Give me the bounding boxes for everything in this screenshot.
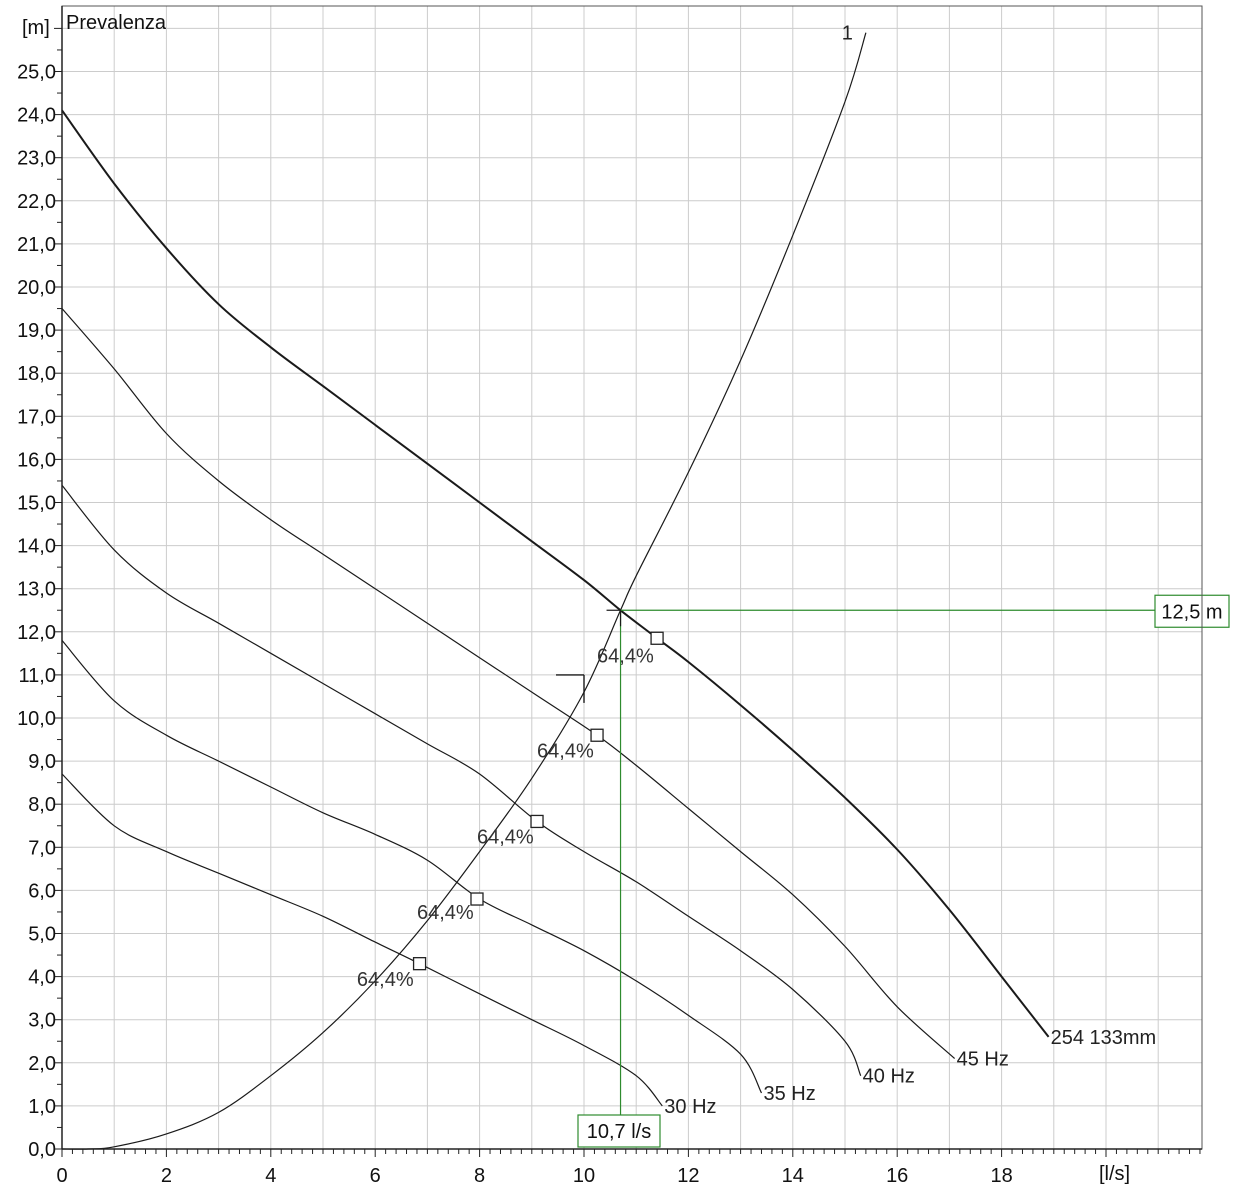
y-tick-label: 25,0 (17, 62, 56, 84)
x-tick-label: 16 (886, 1165, 908, 1187)
y-tick-label: 14,0 (17, 536, 56, 558)
series-layer (61, 32, 1050, 1150)
y-axis-title: Prevalenza (66, 12, 167, 34)
series-line-254-133mm (61, 109, 1050, 1038)
series-line-40-hz (61, 484, 862, 1076)
y-tick-label: 5,0 (28, 924, 56, 946)
series-line-35-hz (61, 640, 763, 1094)
x-tick-label: 8 (474, 1165, 485, 1187)
efficiency-label: 64,4% (537, 740, 594, 762)
y-tick-label: 16,0 (17, 449, 56, 471)
plot-background (62, 6, 1202, 1149)
operating-point-layer: 10,7 l/s 12,5 m (556, 594, 1230, 1148)
efficiency-label: 64,4% (417, 902, 474, 924)
y-tick-label: 2,0 (28, 1053, 56, 1075)
series-label-35-hz: 35 Hz (763, 1083, 815, 1105)
y-tick-label: 20,0 (17, 277, 56, 299)
efficiency-markers (412, 631, 664, 971)
y-tick-label: 24,0 (17, 105, 56, 127)
y-tick-label: 21,0 (17, 234, 56, 256)
x-axis-unit: [l/s] (1099, 1163, 1130, 1185)
series-label-254-133mm: 254 133mm (1051, 1027, 1157, 1049)
series-label-30-hz: 30 Hz (664, 1096, 716, 1118)
y-tick-label: 19,0 (17, 320, 56, 342)
x-tick-label: 4 (265, 1165, 276, 1187)
labels-layer: 64,4% 64,4% 64,4% 64,4% 64,4% 254 133mm 45 Hz 4… (357, 23, 1156, 1118)
y-axis-unit: [m] (22, 17, 50, 39)
x-tick-label: 10 (573, 1165, 595, 1187)
y-tick-label: 17,0 (17, 406, 56, 428)
y-tick-label: 15,0 (17, 493, 56, 515)
series-label-40-hz: 40 Hz (863, 1066, 915, 1088)
efficiency-marker (650, 631, 664, 645)
y-tick-label: 8,0 (28, 794, 56, 816)
efficiency-marker (412, 957, 427, 971)
y-tick-label: 13,0 (17, 579, 56, 601)
y-tick-label: 23,0 (17, 148, 56, 170)
series-label-1: 1 (842, 23, 853, 45)
y-tick-label: 18,0 (17, 363, 56, 385)
x-tick-label: 12 (677, 1165, 699, 1187)
x-tick-label: 18 (990, 1165, 1012, 1187)
y-tick-label: 6,0 (28, 880, 56, 902)
y-tick-label: 0,0 (28, 1139, 56, 1161)
x-tick-label: 6 (370, 1165, 381, 1187)
x-tick-label: 2 (161, 1165, 172, 1187)
chart-grid (62, 6, 1202, 1149)
head-readout: 12,5 m (1161, 601, 1222, 623)
efficiency-marker (590, 728, 604, 742)
y-tick-label: 12,0 (17, 622, 56, 644)
y-tick-label: 11,0 (19, 665, 56, 687)
axes-layer: 0 2 4 6 8 10 12 14 16 18 0,0 1,0 2,0 3,0 4,0 5,0 6,0 7,0 8… (17, 5, 1203, 1187)
flow-readout: 10,7 l/s (587, 1121, 651, 1143)
x-tick-label: 14 (782, 1165, 804, 1187)
series-line-1 (61, 32, 867, 1150)
y-tick-label: 4,0 (28, 967, 56, 989)
series-line-45-hz (61, 308, 956, 1059)
flow-readout-box (577, 1114, 661, 1148)
series-line-30-hz (61, 773, 663, 1107)
y-tick-label: 9,0 (28, 751, 56, 773)
series-label-45-hz: 45 Hz (957, 1048, 1009, 1070)
efficiency-marker (470, 892, 484, 906)
efficiency-label: 64,4% (477, 827, 534, 849)
y-tick-label: 3,0 (28, 1010, 56, 1032)
y-tick-label: 10,0 (17, 708, 56, 730)
efficiency-label: 64,4% (597, 646, 654, 668)
efficiency-marker (530, 814, 544, 829)
y-tick-label: 1,0 (28, 1096, 56, 1118)
efficiency-label: 64,4% (357, 969, 414, 991)
head-readout-box (1154, 594, 1230, 628)
x-tick-label: 0 (56, 1165, 67, 1187)
y-tick-label: 7,0 (28, 837, 56, 859)
y-tick-label: 22,0 (17, 191, 56, 213)
